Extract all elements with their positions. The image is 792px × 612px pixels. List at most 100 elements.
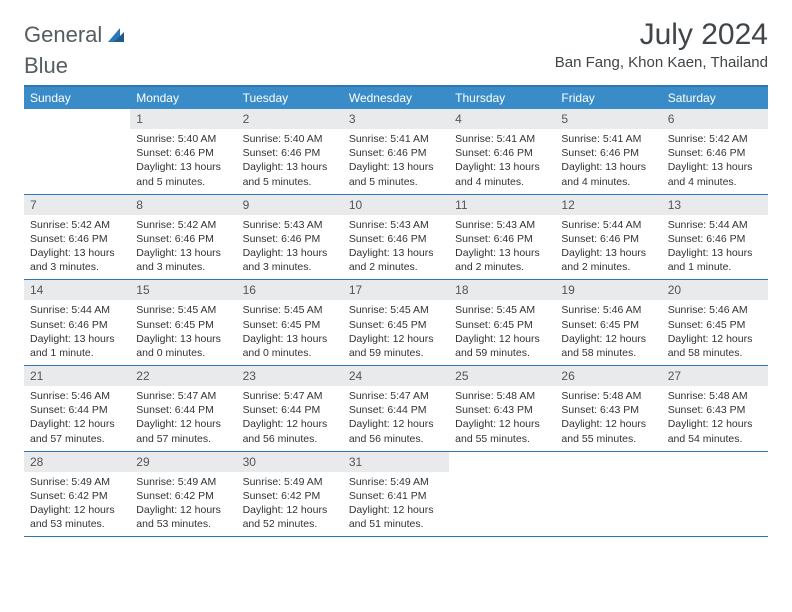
day-cell: 8Sunrise: 5:42 AMSunset: 6:46 PMDaylight… bbox=[130, 195, 236, 280]
day-cell: 15Sunrise: 5:45 AMSunset: 6:45 PMDayligh… bbox=[130, 280, 236, 365]
day-cell: 25Sunrise: 5:48 AMSunset: 6:43 PMDayligh… bbox=[449, 366, 555, 451]
dow-tuesday: Tuesday bbox=[237, 87, 343, 109]
day-number: 22 bbox=[130, 366, 236, 386]
day-info: Sunrise: 5:44 AMSunset: 6:46 PMDaylight:… bbox=[662, 215, 768, 280]
calendar: SundayMondayTuesdayWednesdayThursdayFrid… bbox=[24, 85, 768, 537]
day-number: 13 bbox=[662, 195, 768, 215]
day-info: Sunrise: 5:45 AMSunset: 6:45 PMDaylight:… bbox=[130, 300, 236, 365]
day-number: 9 bbox=[237, 195, 343, 215]
day-cell: 19Sunrise: 5:46 AMSunset: 6:45 PMDayligh… bbox=[555, 280, 661, 365]
day-number: 15 bbox=[130, 280, 236, 300]
day-number: 27 bbox=[662, 366, 768, 386]
day-info: Sunrise: 5:42 AMSunset: 6:46 PMDaylight:… bbox=[662, 129, 768, 194]
day-cell: 6Sunrise: 5:42 AMSunset: 6:46 PMDaylight… bbox=[662, 109, 768, 194]
day-number: 16 bbox=[237, 280, 343, 300]
day-cell: 1Sunrise: 5:40 AMSunset: 6:46 PMDaylight… bbox=[130, 109, 236, 194]
day-number: 31 bbox=[343, 452, 449, 472]
day-number: 29 bbox=[130, 452, 236, 472]
day-cell: 29Sunrise: 5:49 AMSunset: 6:42 PMDayligh… bbox=[130, 452, 236, 537]
day-cell: 12Sunrise: 5:44 AMSunset: 6:46 PMDayligh… bbox=[555, 195, 661, 280]
day-cell: .. bbox=[24, 109, 130, 194]
day-info: Sunrise: 5:46 AMSunset: 6:44 PMDaylight:… bbox=[24, 386, 130, 451]
day-info: Sunrise: 5:48 AMSunset: 6:43 PMDaylight:… bbox=[662, 386, 768, 451]
day-number: 26 bbox=[555, 366, 661, 386]
day-info: Sunrise: 5:47 AMSunset: 6:44 PMDaylight:… bbox=[237, 386, 343, 451]
day-info: Sunrise: 5:45 AMSunset: 6:45 PMDaylight:… bbox=[449, 300, 555, 365]
day-cell: 24Sunrise: 5:47 AMSunset: 6:44 PMDayligh… bbox=[343, 366, 449, 451]
day-number: 28 bbox=[24, 452, 130, 472]
day-info: Sunrise: 5:44 AMSunset: 6:46 PMDaylight:… bbox=[555, 215, 661, 280]
day-cell: 4Sunrise: 5:41 AMSunset: 6:46 PMDaylight… bbox=[449, 109, 555, 194]
day-info: Sunrise: 5:41 AMSunset: 6:46 PMDaylight:… bbox=[343, 129, 449, 194]
day-info: Sunrise: 5:43 AMSunset: 6:46 PMDaylight:… bbox=[343, 215, 449, 280]
day-cell: 2Sunrise: 5:40 AMSunset: 6:46 PMDaylight… bbox=[237, 109, 343, 194]
day-info: Sunrise: 5:49 AMSunset: 6:42 PMDaylight:… bbox=[24, 472, 130, 537]
day-cell: 21Sunrise: 5:46 AMSunset: 6:44 PMDayligh… bbox=[24, 366, 130, 451]
dow-thursday: Thursday bbox=[449, 87, 555, 109]
day-cell: 27Sunrise: 5:48 AMSunset: 6:43 PMDayligh… bbox=[662, 366, 768, 451]
week-row: ..1Sunrise: 5:40 AMSunset: 6:46 PMDaylig… bbox=[24, 109, 768, 195]
day-cell: 9Sunrise: 5:43 AMSunset: 6:46 PMDaylight… bbox=[237, 195, 343, 280]
dow-sunday: Sunday bbox=[24, 87, 130, 109]
day-info: Sunrise: 5:47 AMSunset: 6:44 PMDaylight:… bbox=[343, 386, 449, 451]
day-info: Sunrise: 5:41 AMSunset: 6:46 PMDaylight:… bbox=[555, 129, 661, 194]
logo: General bbox=[24, 18, 128, 48]
week-row: 28Sunrise: 5:49 AMSunset: 6:42 PMDayligh… bbox=[24, 452, 768, 538]
day-info: Sunrise: 5:42 AMSunset: 6:46 PMDaylight:… bbox=[24, 215, 130, 280]
day-info: Sunrise: 5:46 AMSunset: 6:45 PMDaylight:… bbox=[555, 300, 661, 365]
day-cell: 22Sunrise: 5:47 AMSunset: 6:44 PMDayligh… bbox=[130, 366, 236, 451]
day-number: 30 bbox=[237, 452, 343, 472]
day-number: 1 bbox=[130, 109, 236, 129]
day-cell: 31Sunrise: 5:49 AMSunset: 6:41 PMDayligh… bbox=[343, 452, 449, 537]
day-number: 24 bbox=[343, 366, 449, 386]
day-number: 7 bbox=[24, 195, 130, 215]
day-info: Sunrise: 5:42 AMSunset: 6:46 PMDaylight:… bbox=[130, 215, 236, 280]
day-cell: 28Sunrise: 5:49 AMSunset: 6:42 PMDayligh… bbox=[24, 452, 130, 537]
day-cell: 30Sunrise: 5:49 AMSunset: 6:42 PMDayligh… bbox=[237, 452, 343, 537]
dow-friday: Friday bbox=[555, 87, 661, 109]
day-number: 12 bbox=[555, 195, 661, 215]
day-number: 21 bbox=[24, 366, 130, 386]
week-row: 14Sunrise: 5:44 AMSunset: 6:46 PMDayligh… bbox=[24, 280, 768, 366]
day-info: Sunrise: 5:40 AMSunset: 6:46 PMDaylight:… bbox=[130, 129, 236, 194]
day-cell: 11Sunrise: 5:43 AMSunset: 6:46 PMDayligh… bbox=[449, 195, 555, 280]
dow-saturday: Saturday bbox=[662, 87, 768, 109]
day-info: Sunrise: 5:46 AMSunset: 6:45 PMDaylight:… bbox=[662, 300, 768, 365]
day-info: Sunrise: 5:48 AMSunset: 6:43 PMDaylight:… bbox=[555, 386, 661, 451]
logo-sail-icon bbox=[106, 26, 126, 44]
dow-wednesday: Wednesday bbox=[343, 87, 449, 109]
day-cell: 26Sunrise: 5:48 AMSunset: 6:43 PMDayligh… bbox=[555, 366, 661, 451]
day-number: 11 bbox=[449, 195, 555, 215]
day-number: 17 bbox=[343, 280, 449, 300]
day-info: Sunrise: 5:49 AMSunset: 6:42 PMDaylight:… bbox=[130, 472, 236, 537]
day-number: 18 bbox=[449, 280, 555, 300]
day-number: 4 bbox=[449, 109, 555, 129]
day-info: Sunrise: 5:45 AMSunset: 6:45 PMDaylight:… bbox=[343, 300, 449, 365]
day-number: 19 bbox=[555, 280, 661, 300]
day-cell: 7Sunrise: 5:42 AMSunset: 6:46 PMDaylight… bbox=[24, 195, 130, 280]
logo-text-general: General bbox=[24, 22, 102, 48]
day-info: Sunrise: 5:44 AMSunset: 6:46 PMDaylight:… bbox=[24, 300, 130, 365]
day-cell: .. bbox=[449, 452, 555, 537]
day-cell: 20Sunrise: 5:46 AMSunset: 6:45 PMDayligh… bbox=[662, 280, 768, 365]
day-cell: .. bbox=[555, 452, 661, 537]
day-number: 20 bbox=[662, 280, 768, 300]
day-cell: 16Sunrise: 5:45 AMSunset: 6:45 PMDayligh… bbox=[237, 280, 343, 365]
day-number: 14 bbox=[24, 280, 130, 300]
day-info: Sunrise: 5:49 AMSunset: 6:42 PMDaylight:… bbox=[237, 472, 343, 537]
day-info: Sunrise: 5:48 AMSunset: 6:43 PMDaylight:… bbox=[449, 386, 555, 451]
day-info: Sunrise: 5:47 AMSunset: 6:44 PMDaylight:… bbox=[130, 386, 236, 451]
day-info: Sunrise: 5:40 AMSunset: 6:46 PMDaylight:… bbox=[237, 129, 343, 194]
day-number: 23 bbox=[237, 366, 343, 386]
week-row: 7Sunrise: 5:42 AMSunset: 6:46 PMDaylight… bbox=[24, 195, 768, 281]
logo-text-blue: Blue bbox=[24, 53, 768, 79]
day-number: 3 bbox=[343, 109, 449, 129]
day-info: Sunrise: 5:43 AMSunset: 6:46 PMDaylight:… bbox=[449, 215, 555, 280]
month-title: July 2024 bbox=[555, 18, 768, 52]
day-number: 25 bbox=[449, 366, 555, 386]
day-cell: .. bbox=[662, 452, 768, 537]
day-cell: 3Sunrise: 5:41 AMSunset: 6:46 PMDaylight… bbox=[343, 109, 449, 194]
day-cell: 10Sunrise: 5:43 AMSunset: 6:46 PMDayligh… bbox=[343, 195, 449, 280]
day-cell: 23Sunrise: 5:47 AMSunset: 6:44 PMDayligh… bbox=[237, 366, 343, 451]
dow-monday: Monday bbox=[130, 87, 236, 109]
